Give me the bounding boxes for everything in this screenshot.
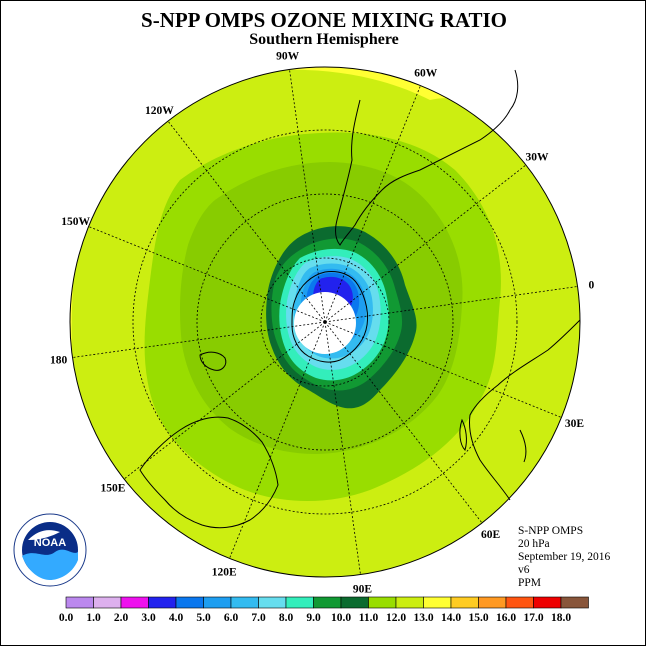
colorbar-tick-label: 3.0: [141, 612, 156, 624]
longitude-label: 60E: [481, 529, 501, 541]
colorbar-swatch: [120, 596, 149, 609]
coastline-indian-ocean-islands: [519, 429, 527, 463]
map-boundary: [69, 66, 581, 578]
map-title: S-NPP OMPS OZONE MIXING RATIO: [141, 8, 507, 32]
colorbar-swatch: [285, 596, 314, 609]
latitude-circle-mid: [196, 193, 454, 451]
longitude-label: 120W: [145, 105, 174, 117]
meridian-line: [88, 226, 326, 323]
colorbar-tick-label: 16.0: [496, 612, 516, 624]
meridian-line: [72, 321, 326, 358]
colorbar-tick-label: 11.0: [359, 612, 379, 624]
longitude-label: 150E: [101, 483, 126, 495]
meridian-line: [324, 286, 578, 323]
coastline-antarctica: [291, 271, 369, 363]
longitude-label: 30E: [565, 418, 585, 430]
colorbar-tick-label: 9.0: [306, 612, 321, 624]
colorbar-tick-label: 2.0: [114, 612, 129, 624]
meridian-line: [324, 85, 421, 323]
colorbar-tick-label: 18.0: [551, 612, 571, 624]
noaa-logo-text: NOAA: [34, 537, 66, 549]
colorbar-swatch: [258, 596, 287, 609]
meridians: [72, 69, 578, 575]
longitude-label: 180: [50, 354, 68, 366]
colorbar-tick-label: 10.0: [331, 612, 351, 624]
meridian-line: [289, 69, 326, 323]
info-date: September 19, 2016: [518, 551, 611, 563]
colorbar-tick-label: 14.0: [441, 612, 461, 624]
colorbar-swatch: [478, 596, 507, 609]
colorbar-swatch: [505, 596, 534, 609]
map-subtitle: Southern Hemisphere: [249, 31, 399, 48]
meridian-line: [324, 321, 361, 575]
colorbar-swatch: [65, 596, 94, 609]
longitude-label: 60W: [414, 68, 438, 80]
info-instrument: S-NPP OMPS: [518, 525, 584, 537]
coastlines: [139, 69, 581, 529]
coastline-australia: [139, 416, 279, 529]
graticule: [72, 69, 578, 575]
colorbar-tick-label: 5.0: [196, 612, 211, 624]
colorbar-tick-label: 0.0: [59, 612, 74, 624]
colorbar-swatch: [203, 596, 232, 609]
coastline-new-zealand: [199, 351, 227, 371]
colorbar-swatch: [533, 596, 562, 609]
longitude-label: 0: [589, 280, 595, 292]
colorbar-swatch: [230, 596, 259, 609]
noaa-logo: NOAA: [13, 513, 87, 587]
latitude-circle-inner: [260, 257, 390, 387]
meridian-line: [167, 120, 326, 323]
colorbar-tick-label: 6.0: [224, 612, 239, 624]
meridian-line: [324, 164, 527, 323]
colorbar-tick-label: 13.0: [413, 612, 433, 624]
longitude-label: 150W: [61, 216, 90, 228]
info-pressure-level: 20 hPa: [518, 538, 550, 550]
latitude-circle-outer: [132, 129, 518, 515]
colorbar-tick-label: 15.0: [468, 612, 488, 624]
colorbar-swatch: [313, 596, 342, 609]
longitude-label: 90W: [276, 51, 300, 63]
colorbar-swatch: [450, 596, 479, 609]
colorbar-swatch: [560, 596, 589, 609]
meridian-line: [123, 321, 326, 480]
colorbar-tick-label: 12.0: [386, 612, 406, 624]
colorbar-swatch: [93, 596, 122, 609]
colorbar-swatch: [395, 596, 424, 609]
colorbar-swatch: [148, 596, 177, 609]
colorbar-tick-label: 8.0: [279, 612, 294, 624]
colorbar: 0.0 1.0 2.0 3.0 4.0 5.0 6.0 7.0 8.0 9.0 10.0 11.0 12…: [59, 596, 589, 624]
longitude-label: 90E: [353, 583, 373, 595]
meridian-line: [324, 321, 562, 418]
info-version: v6: [518, 564, 530, 576]
colorbar-swatch: [423, 596, 452, 609]
info-panel: S-NPP OMPS 20 hPa September 19, 2016 v6 …: [518, 525, 610, 590]
colorbar-tick-label: 7.0: [251, 612, 266, 624]
colorbar-swatch: [368, 596, 397, 609]
meridian-line: [324, 321, 483, 524]
colorbar-tick-label: 1.0: [86, 612, 101, 624]
meridian-line: [229, 321, 326, 559]
longitude-label: 120E: [212, 566, 237, 578]
coastline-africa: [469, 319, 581, 501]
longitude-labels: 90W 60W 30W 0 30E 60E 90E 120E 150E 180 150W 120W: [50, 51, 595, 596]
info-units: PPM: [518, 577, 542, 589]
colorbar-tick-label: 4.0: [169, 612, 184, 624]
coastline-madagascar: [459, 418, 467, 451]
coastline-south-america: [335, 69, 519, 246]
colorbar-tick-label: 17.0: [523, 612, 543, 624]
longitude-label: 30W: [526, 151, 550, 163]
colorbar-swatch: [175, 596, 204, 609]
colorbar-swatch: [340, 596, 369, 609]
